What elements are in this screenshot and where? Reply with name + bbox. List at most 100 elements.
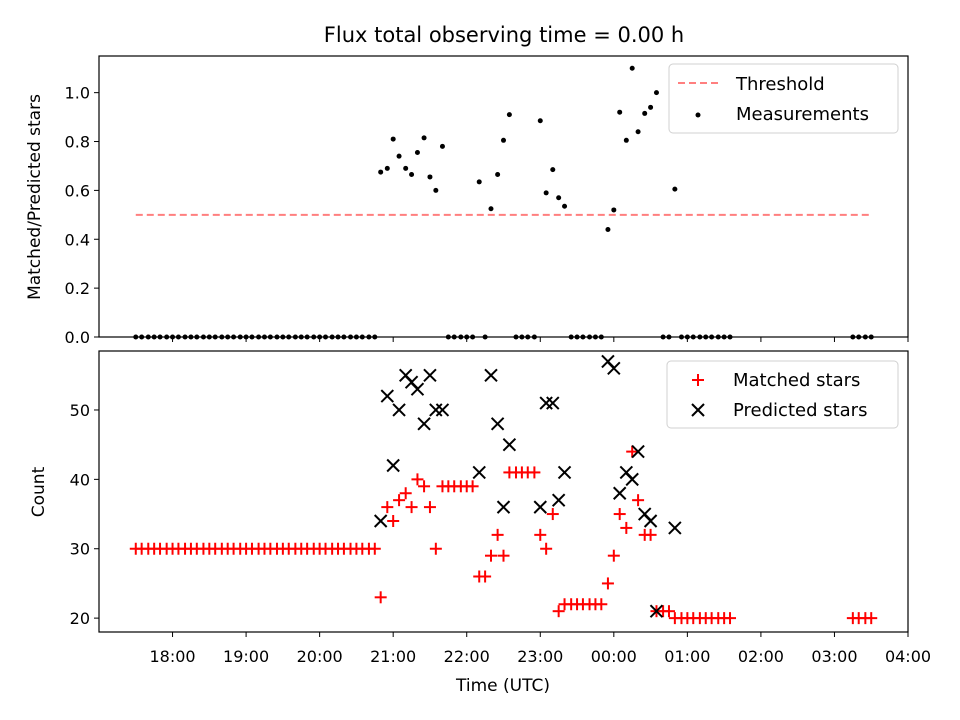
measurement-point xyxy=(617,109,623,115)
measurement-point xyxy=(623,137,629,143)
measurement-point xyxy=(390,136,396,142)
predicted-star-point-b xyxy=(398,368,413,382)
bottom-x-tick-label: 20:00 xyxy=(297,647,343,666)
matched-star-point xyxy=(405,501,418,514)
bottom-plot-area xyxy=(129,354,878,625)
measurement-point xyxy=(396,153,402,159)
top-y-tick-label: 0.2 xyxy=(65,279,90,298)
matched-star-point xyxy=(491,528,504,541)
matched-star-point xyxy=(484,549,497,562)
predicted-star-point-b xyxy=(435,403,450,417)
bottom-x-tick-label: 03:00 xyxy=(811,647,857,666)
predicted-star-point xyxy=(484,368,498,382)
predicted-star-point-b xyxy=(619,465,634,480)
top-legend-box xyxy=(668,63,899,134)
top-y-tick-label: 0.6 xyxy=(65,181,90,200)
predicted-star-point xyxy=(373,514,388,528)
bottom-x-tick-label: 19:00 xyxy=(223,647,269,666)
predicted-star-point-b xyxy=(410,382,425,396)
bottom-x-tick-label: 22:00 xyxy=(444,647,490,666)
matched-star-point xyxy=(381,501,394,514)
matched-star-point xyxy=(632,494,645,507)
legend-matched-swatch xyxy=(692,374,704,386)
predicted-star-point-b xyxy=(631,444,645,459)
matched-star-point xyxy=(601,577,614,590)
bottom-x-tick-label: 02:00 xyxy=(738,647,784,666)
predicted-star-point xyxy=(380,389,395,403)
predicted-star-point-b xyxy=(502,437,517,452)
bottom-x-tick-label: 21:00 xyxy=(370,647,416,666)
predicted-star-point-b xyxy=(607,361,621,376)
bottom-y-axis-label: Count xyxy=(29,466,49,517)
bottom-y-tick-label: 50 xyxy=(70,401,90,420)
predicted-star-point xyxy=(607,361,621,376)
top-y-tick-label: 0.4 xyxy=(65,230,90,249)
matched-star-point xyxy=(644,528,657,541)
predicted-star-point-b xyxy=(490,417,505,431)
predicted-star-point xyxy=(435,403,450,417)
measurement-point xyxy=(421,135,427,141)
matched-star-point xyxy=(626,445,639,458)
bottom-x-tick-label: 23:00 xyxy=(517,647,563,666)
bottom-legend-box xyxy=(666,360,899,429)
measurement-point xyxy=(543,190,549,196)
measurement-point xyxy=(378,169,384,175)
legend-predicted-label: Predicted stars xyxy=(733,400,867,421)
matched-star-point xyxy=(534,528,547,541)
matched-star-point xyxy=(546,508,559,521)
matched-star-point xyxy=(411,473,424,486)
predicted-star-point xyxy=(649,604,664,618)
predicted-star-point-b xyxy=(546,396,560,410)
predicted-star-point-b xyxy=(612,486,627,500)
predicted-star-point-b xyxy=(484,368,498,382)
measurement-point xyxy=(384,165,390,171)
predicted-star-point-b xyxy=(472,465,486,480)
predicted-star-point-b xyxy=(551,493,566,507)
predicted-star-point xyxy=(386,458,400,473)
measurement-point xyxy=(439,143,445,149)
predicted-star-point-b xyxy=(668,521,682,535)
measurement-point xyxy=(556,195,562,201)
measurement-point xyxy=(648,104,654,110)
measurement-point xyxy=(409,172,415,178)
bottom-x-tick-label: 04:00 xyxy=(885,647,931,666)
bottom-y-tick-label: 40 xyxy=(70,470,90,489)
matched-star-point xyxy=(552,605,565,618)
measurement-point xyxy=(433,187,439,193)
measurement-point xyxy=(653,90,659,96)
predicted-star-point xyxy=(472,465,486,480)
legend-matched-label: Matched stars xyxy=(733,370,860,391)
measurement-point xyxy=(495,172,501,178)
predicted-star-point xyxy=(551,493,566,507)
bottom-x-tick-label: 00:00 xyxy=(591,647,637,666)
top-legend: Threshold Measurements xyxy=(668,63,899,134)
matched-star-point xyxy=(393,494,406,507)
predicted-star-point-b xyxy=(380,389,395,403)
bottom-x-tick-label: 18:00 xyxy=(149,647,195,666)
legend-threshold-label: Threshold xyxy=(735,74,825,95)
matched-star-point xyxy=(368,542,381,555)
top-chart-title: Flux total observing time = 0.00 h xyxy=(324,23,684,47)
top-plot-area xyxy=(133,65,874,340)
legend-measurements-label: Measurements xyxy=(736,104,869,125)
measurement-point xyxy=(629,65,635,71)
predicted-star-point xyxy=(533,500,547,514)
predicted-star-point-b xyxy=(373,514,388,528)
measurement-point xyxy=(506,112,512,118)
top-y-tick-label: 0.8 xyxy=(65,133,90,152)
predicted-star-point-b xyxy=(601,354,615,369)
predicted-star-point xyxy=(502,437,517,452)
predicted-star-point-b xyxy=(557,465,572,480)
predicted-star-point-b xyxy=(404,375,419,389)
predicted-star-point-b xyxy=(386,458,400,473)
predicted-star-point-b xyxy=(423,368,437,382)
predicted-star-point xyxy=(417,417,431,431)
bottom-y-tick-label: 20 xyxy=(70,609,90,628)
predicted-star-point-b xyxy=(496,500,511,514)
x-axis-label: Time (UTC) xyxy=(455,676,550,696)
measurement-point xyxy=(672,186,678,192)
bottom-axes-frame xyxy=(98,350,909,633)
matched-star-point xyxy=(528,466,541,479)
matched-star-point xyxy=(620,521,633,534)
